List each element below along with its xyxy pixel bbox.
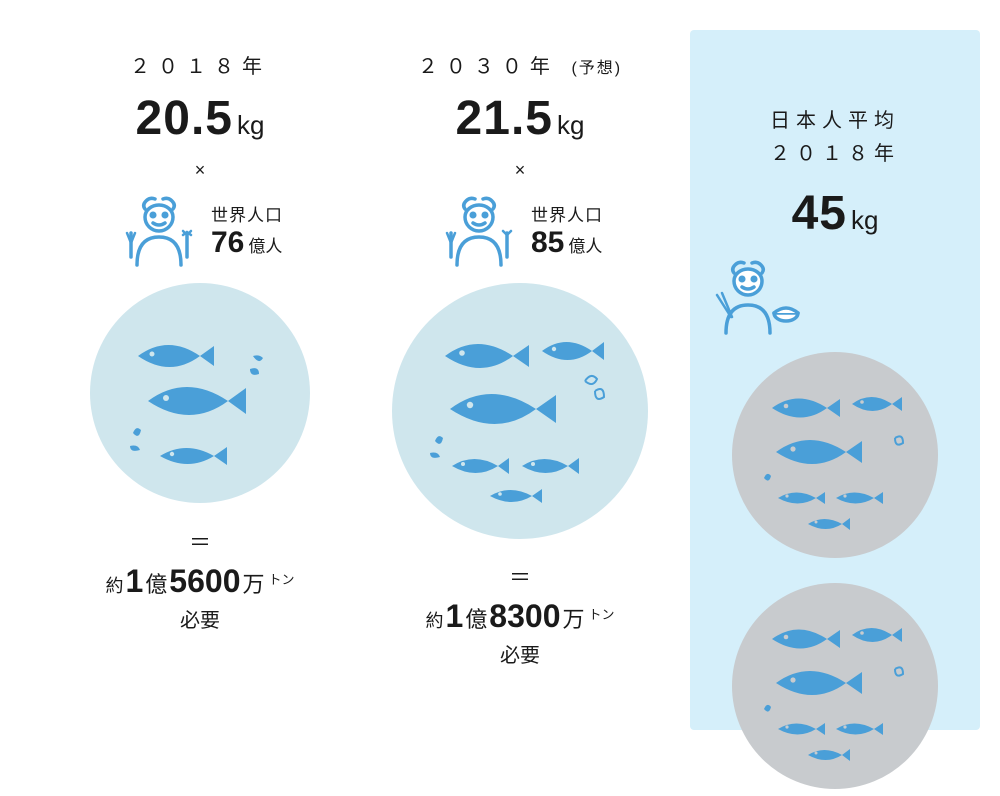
person-eating-icon: [437, 191, 519, 269]
kg-row: 20.5 kg: [136, 91, 265, 146]
fish-circle-1: [730, 350, 940, 565]
pop-unit: 億人: [248, 232, 282, 257]
need-label: 必要: [500, 639, 540, 668]
equals-icon: ＝: [509, 560, 531, 592]
equals-icon: ＝: [189, 525, 211, 557]
kg-unit: kg: [557, 110, 584, 141]
pop-label: 世界人口: [211, 201, 283, 226]
column-japan: 日本人平均 ２０１８年 45 kg: [690, 30, 980, 730]
kg-unit: kg: [237, 110, 264, 141]
year-text: ２０３０年: [418, 56, 558, 78]
total-unit: トン: [589, 604, 615, 623]
total-big1: 1: [445, 598, 463, 635]
population-text: 世界人口 85 億人: [531, 201, 603, 260]
total-prefix: 約: [425, 607, 443, 633]
multiply-icon: ×: [515, 160, 526, 181]
total-prefix: 約: [105, 572, 123, 598]
pop-label: 世界人口: [531, 201, 603, 226]
fish-circle-2: [730, 581, 940, 796]
kg-value: 20.5: [136, 91, 233, 146]
japan-title-1: 日本人平均: [770, 104, 900, 133]
total-mid2: 万: [242, 567, 264, 599]
kg-unit: kg: [851, 205, 878, 236]
pop-value: 76: [211, 226, 244, 260]
kg-value: 21.5: [456, 91, 553, 146]
column-2030: ２０３０年 (予想) 21.5 kg × 世界人口: [360, 0, 680, 750]
year-label: ２０３０年 (予想): [418, 50, 622, 79]
population-text: 世界人口 76 億人: [211, 201, 283, 260]
population-row: 世界人口 76 億人: [117, 191, 283, 269]
total-big2: 8300: [489, 598, 560, 635]
total-big2: 5600: [169, 563, 240, 600]
year-label: ２０１８年: [130, 50, 270, 79]
japan-title-2: ２０１８年: [770, 137, 900, 166]
total-mid1: 億: [465, 602, 487, 634]
total-mid2: 万: [562, 602, 584, 634]
total-row: 約 1 億 5600 万 トン: [105, 563, 294, 600]
person-rice-icon: [710, 255, 800, 337]
population-row: 世界人口 85 億人: [437, 191, 603, 269]
total-big1: 1: [125, 563, 143, 600]
column-2018: ２０１８年 20.5 kg × 世界人口: [40, 0, 360, 750]
person-eating-icon: [117, 191, 199, 269]
kg-row: 21.5 kg: [456, 91, 585, 146]
year-text: ２０１８年: [130, 56, 270, 78]
fish-circle: [390, 281, 650, 546]
total-row: 約 1 億 8300 万 トン: [425, 598, 614, 635]
need-label: 必要: [180, 604, 220, 633]
prediction-text: (予想): [571, 60, 622, 77]
kg-value: 45: [792, 186, 847, 241]
kg-row: 45 kg: [792, 186, 879, 241]
fish-circle: [88, 281, 313, 511]
total-unit: トン: [269, 569, 295, 588]
total-mid1: 億: [145, 567, 167, 599]
multiply-icon: ×: [195, 160, 206, 181]
person-eating-rice: [710, 255, 800, 342]
pop-value: 85: [531, 226, 564, 260]
pop-unit: 億人: [568, 232, 602, 257]
